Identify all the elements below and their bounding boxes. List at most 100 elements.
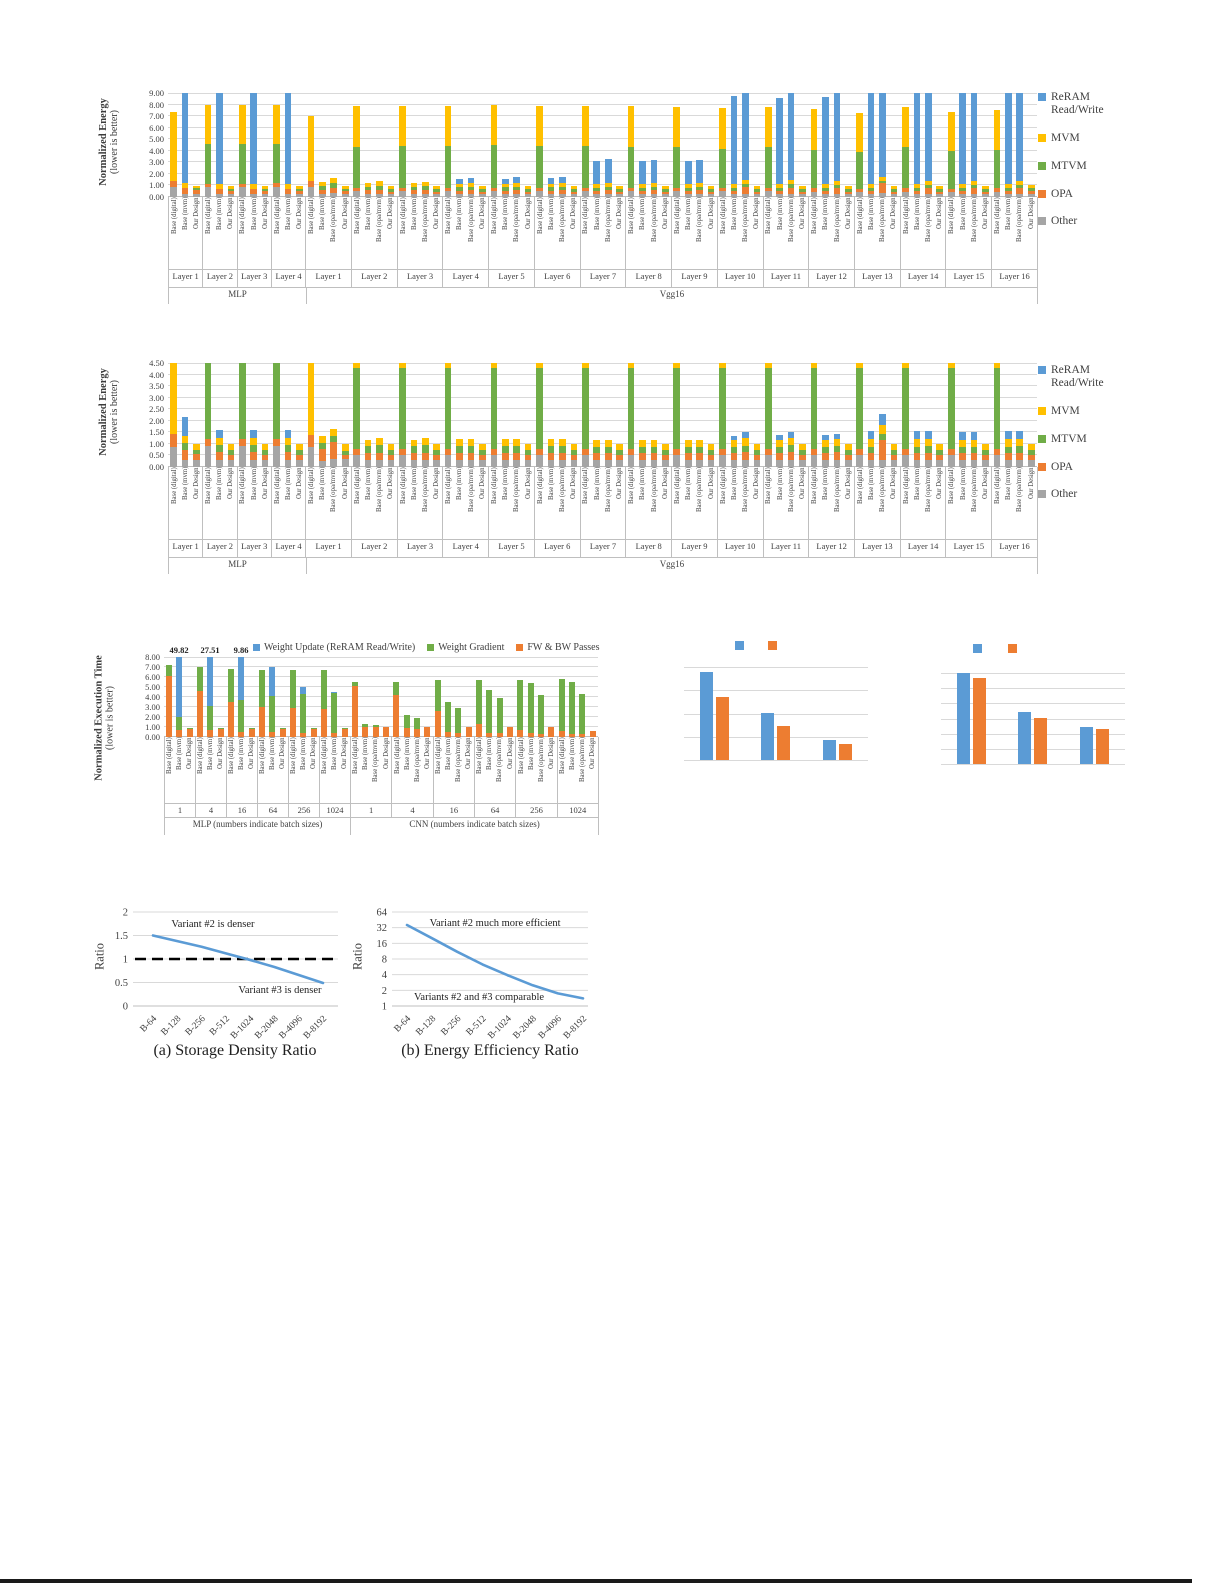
bar-segment xyxy=(296,443,303,450)
stacked-bar xyxy=(181,417,189,467)
bar xyxy=(179,363,190,467)
group-label: Layer 10 xyxy=(716,540,763,558)
stacked-bar xyxy=(486,690,493,737)
bar-label: Base (mvm) xyxy=(445,737,453,771)
stacked-bar xyxy=(319,435,326,467)
bar xyxy=(259,363,270,467)
bar xyxy=(271,363,282,467)
bar-segment xyxy=(730,453,738,461)
chart-group xyxy=(305,93,351,197)
bar-segment xyxy=(947,367,955,449)
bar-segment xyxy=(662,185,669,189)
bar-segment xyxy=(330,458,338,467)
bar-label: Our Design xyxy=(589,737,597,769)
bar-segment xyxy=(204,439,212,447)
bar-segment xyxy=(250,445,258,452)
bar-segment xyxy=(273,439,280,447)
bar-segment xyxy=(982,460,989,467)
bar-label: Base (opa/mvm) xyxy=(1016,197,1024,243)
bar-segment xyxy=(538,733,545,737)
bar-segment xyxy=(476,680,483,724)
x-axis-tick-label: B-256 xyxy=(440,1014,464,1038)
bar xyxy=(454,363,465,467)
legend-color-swatch xyxy=(1038,189,1046,198)
stacked-bar xyxy=(879,413,886,467)
bar-segment xyxy=(810,109,818,150)
stacked-bar xyxy=(684,161,692,197)
bar xyxy=(705,363,716,467)
bar-label: Our Design xyxy=(936,197,944,229)
stacked-bar xyxy=(776,434,783,467)
bar-label: Base (mvm) xyxy=(410,467,418,501)
bar-segment xyxy=(424,727,431,737)
bar-segment xyxy=(284,438,292,446)
x-axis-tick-label: B-4096 xyxy=(278,1014,305,1041)
bar-segment xyxy=(467,183,475,187)
bar xyxy=(319,657,329,737)
y-axis-tick-label: 1.5 xyxy=(115,931,128,942)
bar-segment xyxy=(193,460,200,467)
bar-segment xyxy=(684,190,692,195)
bar-segment xyxy=(947,111,955,151)
y-axis-title: Ratio xyxy=(350,942,365,971)
bar xyxy=(328,363,339,467)
bar-segment xyxy=(217,727,224,729)
bar xyxy=(797,93,808,197)
bar-segment xyxy=(822,453,829,461)
bar-label: Base (mvm) xyxy=(250,197,258,231)
stacked-bar xyxy=(170,363,178,467)
bar-segment xyxy=(787,460,795,467)
stacked-bar xyxy=(456,178,463,197)
bar-segment xyxy=(879,460,886,467)
bar-segment xyxy=(902,191,909,197)
chart-group xyxy=(195,657,226,737)
chart-group xyxy=(945,93,991,197)
bar-segment xyxy=(593,440,601,448)
bar-segment xyxy=(856,367,864,449)
bar-label: Base (mvm) xyxy=(216,197,224,231)
bar-segment xyxy=(353,187,360,192)
bar xyxy=(522,363,533,467)
bar-segment xyxy=(776,453,783,461)
bar-segment xyxy=(867,453,875,461)
bar-label: Base (digital) xyxy=(205,197,213,234)
bar xyxy=(248,363,259,467)
bar-label: Our Design xyxy=(547,737,555,769)
bar-segment xyxy=(1005,194,1012,197)
gridline xyxy=(168,115,1037,117)
bar-label: Base (digital) xyxy=(628,197,636,234)
bar-label: Base (mvm) xyxy=(822,467,830,501)
chart-section xyxy=(305,363,1037,467)
bar xyxy=(477,93,488,197)
bar-label: Base (mvm) xyxy=(284,197,292,231)
bar-segment xyxy=(501,439,509,447)
stacked-bar xyxy=(364,440,372,467)
bar-segment xyxy=(982,449,989,456)
stacked-bar xyxy=(627,106,635,197)
bar-segment xyxy=(742,187,749,194)
bar-segment xyxy=(993,367,1001,449)
group-label: 1024 xyxy=(319,804,350,818)
bar xyxy=(412,657,422,737)
bar-segment xyxy=(879,440,886,461)
chart-caption-a: (a) Storage Density Ratio xyxy=(153,1042,317,1059)
bar xyxy=(763,93,774,197)
bar-label: Base (opa/mvm) xyxy=(559,197,567,243)
bar-segment xyxy=(696,160,703,184)
bar-segment xyxy=(181,183,189,189)
bar-segment xyxy=(238,439,246,447)
x-axis-tick-label: B-8192 xyxy=(302,1014,329,1041)
bar-segment xyxy=(569,733,576,737)
y-axis-subtitle-text: (lower is better) xyxy=(109,110,120,174)
bar-segment xyxy=(867,460,875,467)
bar-segment xyxy=(559,439,566,447)
chart-group xyxy=(433,657,474,737)
bar-segment xyxy=(455,732,462,737)
bar-segment xyxy=(238,731,245,737)
bar xyxy=(185,657,195,737)
gridline xyxy=(168,363,1037,364)
bar-segment xyxy=(810,367,818,449)
bar-segment xyxy=(536,455,543,467)
bar-segment xyxy=(799,191,806,195)
